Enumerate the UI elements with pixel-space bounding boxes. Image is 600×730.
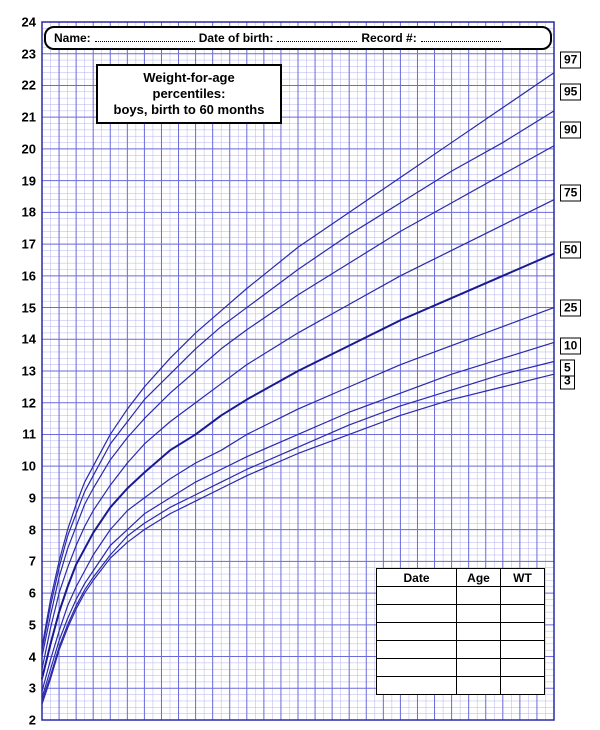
percentile-label: 50 [560, 242, 581, 259]
table-row [377, 677, 545, 695]
table-cell[interactable] [501, 659, 545, 677]
measurement-table: DateAgeWT [376, 568, 545, 695]
y-tick-label: 11 [6, 427, 36, 442]
y-tick-label: 5 [6, 617, 36, 632]
y-tick-label: 23 [6, 46, 36, 61]
table-cell[interactable] [457, 677, 501, 695]
table-cell[interactable] [501, 641, 545, 659]
y-tick-label: 14 [6, 332, 36, 347]
y-tick-label: 6 [6, 586, 36, 601]
table-col-header: WT [501, 569, 545, 587]
percentile-label: 10 [560, 337, 581, 354]
name-field-line[interactable] [95, 40, 195, 42]
y-tick-label: 21 [6, 110, 36, 125]
record-field-line[interactable] [421, 40, 501, 42]
y-tick-label: 24 [6, 15, 36, 30]
table-row [377, 605, 545, 623]
name-label: Name: [54, 31, 91, 45]
table-cell[interactable] [501, 587, 545, 605]
table-col-header: Age [457, 569, 501, 587]
percentile-label: 75 [560, 185, 581, 202]
y-tick-label: 8 [6, 522, 36, 537]
table-cell[interactable] [377, 623, 457, 641]
table-row [377, 659, 545, 677]
table-row [377, 641, 545, 659]
y-tick-label: 12 [6, 395, 36, 410]
table-cell[interactable] [457, 659, 501, 677]
table-body [377, 587, 545, 695]
percentile-label: 97 [560, 52, 581, 69]
table-cell[interactable] [501, 605, 545, 623]
y-tick-label: 18 [6, 205, 36, 220]
y-tick-label: 20 [6, 141, 36, 156]
dob-field-line[interactable] [277, 40, 357, 42]
y-tick-label: 17 [6, 237, 36, 252]
table-cell[interactable] [501, 677, 545, 695]
table-cell[interactable] [377, 641, 457, 659]
table-cell[interactable] [377, 677, 457, 695]
y-tick-label: 16 [6, 268, 36, 283]
percentile-label: 95 [560, 83, 581, 100]
table-cell[interactable] [457, 587, 501, 605]
title-line1: Weight-for-age percentiles: [143, 70, 234, 101]
table-header-row: DateAgeWT [377, 569, 545, 587]
y-tick-label: 10 [6, 459, 36, 474]
chart-title-box: Weight-for-age percentiles: boys, birth … [96, 64, 282, 124]
table-row [377, 587, 545, 605]
patient-header-box: Name: Date of birth: Record #: [44, 26, 552, 50]
percentile-label: 5 [560, 359, 575, 376]
y-tick-label: 2 [6, 713, 36, 728]
y-tick-label: 13 [6, 364, 36, 379]
dob-label: Date of birth: [199, 31, 274, 45]
y-tick-label: 3 [6, 681, 36, 696]
y-tick-label: 19 [6, 173, 36, 188]
y-tick-label: 9 [6, 490, 36, 505]
title-line2: boys, birth to 60 months [114, 102, 265, 117]
table-cell[interactable] [457, 623, 501, 641]
y-tick-label: 15 [6, 300, 36, 315]
percentile-label: 90 [560, 121, 581, 138]
y-tick-label: 4 [6, 649, 36, 664]
chart-stage: Name: Date of birth: Record #: Weight-fo… [0, 0, 600, 730]
table-cell[interactable] [457, 641, 501, 659]
table-cell[interactable] [501, 623, 545, 641]
percentile-label: 25 [560, 299, 581, 316]
table-col-header: Date [377, 569, 457, 587]
y-tick-label: 22 [6, 78, 36, 93]
table-cell[interactable] [377, 659, 457, 677]
record-label: Record #: [361, 31, 416, 45]
table-cell[interactable] [457, 605, 501, 623]
y-tick-label: 7 [6, 554, 36, 569]
table-cell[interactable] [377, 605, 457, 623]
table-cell[interactable] [377, 587, 457, 605]
table-row [377, 623, 545, 641]
